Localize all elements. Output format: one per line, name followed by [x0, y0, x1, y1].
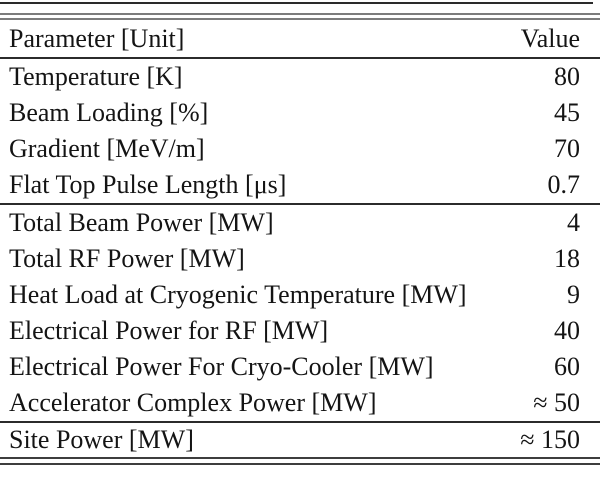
parameter-cell: Electrical Power For Cryo-Cooler [MW] — [9, 352, 434, 381]
value-cell: 18 — [554, 244, 580, 273]
parameter-cell: Total Beam Power [MW] — [9, 208, 274, 237]
table-row: Electrical Power for RF [MW] 40 — [0, 313, 600, 349]
parameter-cell: Total RF Power [MW] — [9, 244, 245, 273]
parameter-cell: Accelerator Complex Power [MW] — [9, 388, 377, 417]
value-cell: 0.7 — [547, 170, 581, 199]
value-cell: 80 — [554, 62, 580, 91]
header-separator-rule — [0, 57, 600, 59]
table-top-double-rule — [0, 13, 600, 20]
table-row: Temperature [K] 80 — [0, 59, 600, 95]
parameter-cell: Site Power [MW] — [9, 425, 194, 454]
value-cell: 40 — [554, 316, 580, 345]
column-header-value: Value — [520, 23, 580, 53]
table-row: Total RF Power [MW] 18 — [0, 241, 600, 277]
value-cell: 9 — [567, 280, 580, 309]
table-row: Beam Loading [%] 45 — [0, 95, 600, 131]
table-group-machine-parameters: Temperature [K] 80 Beam Loading [%] 45 G… — [0, 59, 600, 203]
value-cell: 45 — [554, 98, 580, 127]
group-separator-rule-2 — [0, 421, 600, 423]
table-row: Electrical Power For Cryo-Cooler [MW] 60 — [0, 349, 600, 385]
parameter-cell: Flat Top Pulse Length [μs] — [9, 170, 287, 199]
table-row: Total Beam Power [MW] 4 — [0, 205, 600, 241]
table-group-total: Site Power [MW] ≈ 150 — [0, 423, 600, 457]
parameter-cell: Electrical Power for RF [MW] — [9, 316, 329, 345]
value-cell: 60 — [554, 352, 580, 381]
table-group-power-breakdown: Total Beam Power [MW] 4 Total RF Power [… — [0, 205, 600, 421]
table-row: Heat Load at Cryogenic Temperature [MW] … — [0, 277, 600, 313]
table-bottom-double-rule — [0, 457, 600, 465]
value-cell: ≈ 150 — [520, 425, 580, 454]
parameter-cell: Temperature [K] — [9, 62, 183, 91]
rule-line — [0, 463, 600, 465]
value-cell: 70 — [554, 134, 580, 163]
table-row: Flat Top Pulse Length [μs] 0.7 — [0, 167, 600, 203]
rule-line — [0, 457, 600, 459]
group-separator-rule-1 — [0, 203, 600, 205]
value-cell: ≈ 50 — [533, 388, 580, 417]
rule-line — [0, 18, 600, 20]
column-header-parameter: Parameter [Unit] — [9, 23, 185, 53]
parameter-cell: Gradient [MeV/m] — [9, 134, 205, 163]
value-cell: 4 — [567, 208, 580, 237]
table-row: Gradient [MeV/m] 70 — [0, 131, 600, 167]
parameter-cell: Beam Loading [%] — [9, 98, 209, 127]
parameter-cell: Heat Load at Cryogenic Temperature [MW] — [9, 280, 467, 309]
top-edge-rule — [0, 2, 593, 4]
table-row: Accelerator Complex Power [MW] ≈ 50 — [0, 385, 600, 421]
rule-line — [0, 13, 600, 15]
table-header-row: Parameter [Unit] Value — [0, 20, 600, 57]
table-row: Site Power [MW] ≈ 150 — [0, 423, 600, 457]
